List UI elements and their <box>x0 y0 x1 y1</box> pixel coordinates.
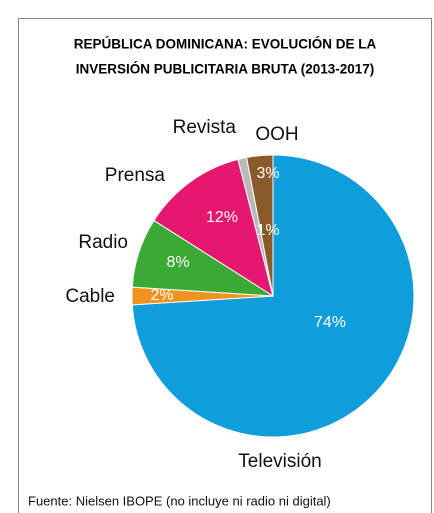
pie-slice <box>153 158 274 298</box>
data-label: 12% <box>206 209 238 226</box>
data-label: 2% <box>150 287 173 304</box>
category-label: OOH <box>255 124 298 145</box>
data-label: 1% <box>256 222 279 239</box>
category-label: Cable <box>65 286 115 307</box>
category-label: Televisión <box>238 451 321 472</box>
chart-title: REPÚBLICA DOMINICANA: EVOLUCIÓN DE LA <box>74 37 377 52</box>
data-label: 8% <box>166 254 189 271</box>
source-note: Fuente: Nielsen IBOPE (no incluye ni rad… <box>28 493 331 508</box>
pie-slice <box>245 154 274 297</box>
chart-title: INVERSIÓN PUBLICITARIA BRUTA (2013-2017) <box>76 62 375 77</box>
category-label: Revista <box>173 117 237 138</box>
category-label: Radio <box>78 232 128 253</box>
data-label: 74% <box>314 314 346 331</box>
category-label: Prensa <box>105 165 166 186</box>
data-label: 3% <box>256 165 279 182</box>
